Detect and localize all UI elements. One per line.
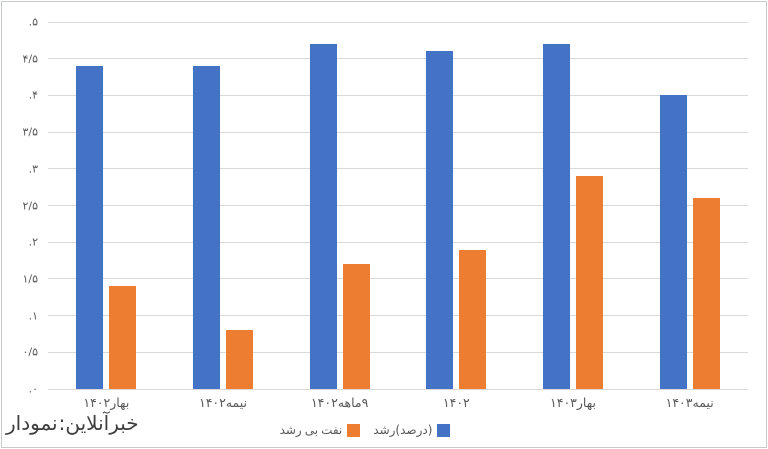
bar-growth-percent	[76, 66, 104, 389]
x-label-token: بهار	[110, 395, 130, 410]
y-axis-tick-label: .۵	[28, 15, 38, 29]
gridline	[48, 241, 748, 243]
legend-item-growth-percent: رشد(درصد)	[373, 423, 451, 437]
x-label-token: ماهه	[337, 395, 362, 410]
chart-source-caption: نمودار:خبرآنلاین	[6, 411, 139, 435]
x-label-token: نیمه	[692, 395, 714, 410]
y-axis-tick-label: ۲/۵	[22, 199, 38, 212]
x-axis-category-label: ۱۴۰۳بهار	[550, 395, 596, 410]
legend-swatch-non-oil-growth	[347, 423, 361, 437]
x-label-token: نیمه	[225, 395, 248, 410]
gridline	[48, 21, 748, 23]
bar-non-oil-growth	[342, 264, 370, 389]
caption-source: خبرآنلاین	[65, 411, 139, 435]
y-axis-tick-label: .۱	[28, 309, 38, 323]
bar-non-oil-growth	[692, 198, 720, 389]
bar-growth-percent	[543, 44, 570, 389]
gridline	[48, 58, 748, 60]
y-axis-tick-label: ۰/۵	[22, 345, 38, 359]
x-label-token: بهار	[576, 395, 596, 410]
gridline	[48, 351, 748, 353]
bar-growth-percent	[659, 95, 687, 389]
x-axis-category-label: ۱۴۰۲	[443, 395, 470, 410]
bar-non-oil-growth	[576, 176, 603, 389]
gridline	[48, 205, 748, 206]
gridline	[48, 278, 748, 280]
bar-growth-percent	[309, 44, 337, 389]
x-axis-category-label: ۱۴۰۳نیمه	[666, 395, 714, 410]
x-label-token: ۱۴۰۲	[198, 395, 226, 410]
x-axis-category-label: ۱۴۰۲بهار	[83, 395, 129, 410]
legend-label-token: نفت	[321, 423, 343, 437]
legend-label-token: رشد	[373, 423, 396, 437]
y-axis-tick-label: .۴	[28, 88, 38, 102]
bar-non-oil-growth	[226, 330, 253, 389]
gridline	[48, 168, 748, 170]
x-axis-category-label: ۱۴۰۲ماهه۹	[311, 395, 368, 410]
y-axis-tick-label: ۱/۵	[22, 272, 38, 286]
y-axis-tick-label: ۴/۵	[22, 52, 38, 66]
x-label-token: ۱۴۰۲	[442, 395, 470, 410]
y-axis-tick-label: .۰	[28, 382, 38, 396]
legend-label-token: رشد	[279, 423, 302, 437]
bar-growth-percent	[193, 66, 220, 389]
legend: رشد بی نفت رشد(درصد)	[0, 423, 749, 437]
gridline	[48, 94, 748, 96]
x-label-token: ۹	[361, 395, 369, 410]
caption-word: نمودار	[6, 411, 58, 435]
bar-non-oil-growth	[109, 286, 137, 389]
legend-label-growth-percent: رشد(درصد)	[373, 423, 432, 437]
caption-colon: :	[58, 411, 66, 435]
x-label-token: ۱۴۰۳	[665, 395, 693, 410]
bar-growth-percent	[426, 51, 454, 389]
legend-label-token: بی	[304, 423, 319, 437]
legend-swatch-growth-percent	[437, 423, 451, 437]
plot-area	[48, 21, 748, 390]
x-axis-category-label: ۱۴۰۲نیمه	[199, 395, 247, 410]
y-axis-tick-label: .۲	[28, 235, 38, 249]
x-label-token: ۱۴۰۲	[83, 395, 111, 410]
x-axis: ۱۴۰۲بهار ۱۴۰۲نیمه ۱۴۰۲ماهه۹ ۱۴۰۲ ۱۴۰۳بهار ۱۴۰…	[48, 395, 748, 417]
y-axis-tick-label: .۳	[28, 162, 38, 176]
legend-label-token: (درصد)	[395, 423, 433, 437]
y-axis: .۰ ۰/۵ .۱ ۱/۵ .۲ ۲/۵ .۳ ۳/۵ .۴ ۴/۵ .۵	[0, 16, 42, 396]
y-axis-tick-label: ۳/۵	[22, 125, 38, 139]
bar-non-oil-growth	[459, 249, 487, 389]
x-label-token: ۱۴۰۲	[310, 395, 338, 410]
legend-item-non-oil-growth: رشد بی نفت	[280, 423, 361, 437]
gridline	[48, 315, 748, 317]
gridline	[48, 388, 748, 390]
x-label-token: ۱۴۰۳	[550, 395, 577, 410]
gridline	[48, 131, 748, 133]
legend-label-non-oil-growth: رشد بی نفت	[280, 423, 343, 437]
